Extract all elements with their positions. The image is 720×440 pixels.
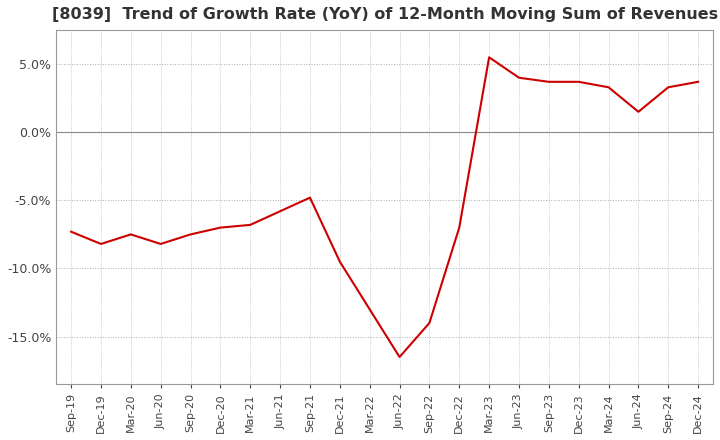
Title: [8039]  Trend of Growth Rate (YoY) of 12-Month Moving Sum of Revenues: [8039] Trend of Growth Rate (YoY) of 12-… (52, 7, 718, 22)
